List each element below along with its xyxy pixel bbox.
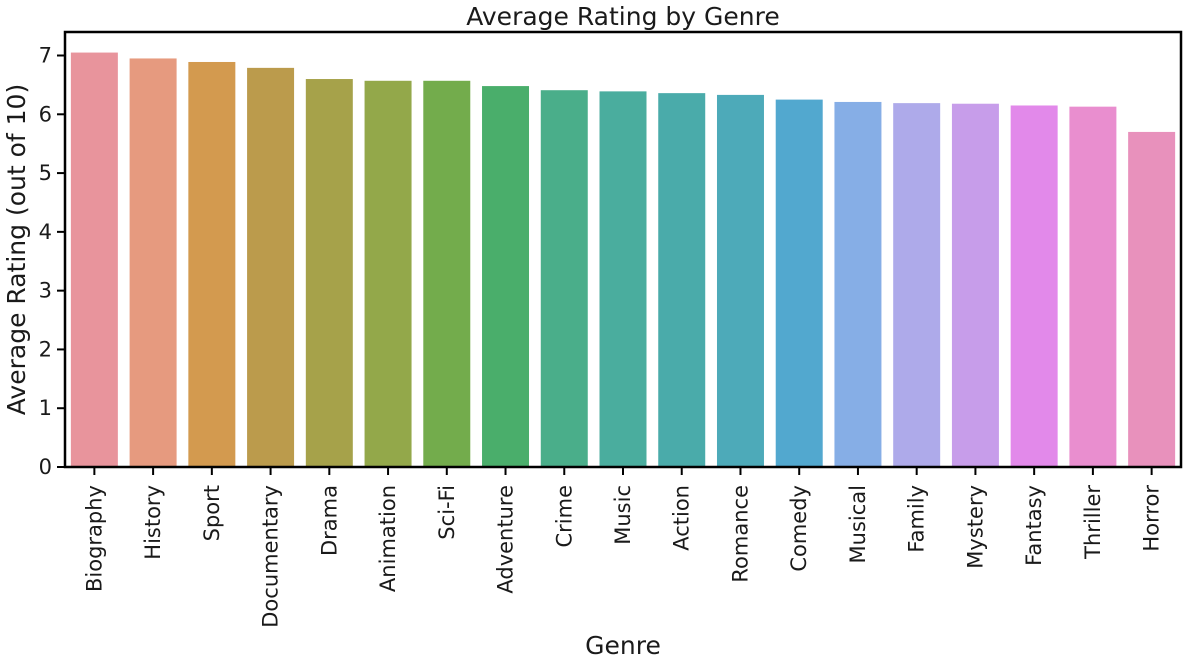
x-axis-label: Genre — [585, 631, 661, 660]
x-tick-label: History — [141, 485, 165, 560]
bar-musical — [834, 101, 882, 467]
bar-family — [893, 103, 941, 467]
bars-group — [70, 52, 1176, 468]
x-tick-label: Animation — [376, 485, 400, 592]
bar-drama — [305, 79, 353, 467]
x-tick-label: Romance — [728, 485, 752, 583]
y-tick-label: 6 — [39, 102, 52, 126]
x-axis-ticks: Biography History Sport Documentary Drama Ani… — [82, 467, 1164, 628]
bar-history — [129, 58, 177, 467]
x-tick-label: Comedy — [787, 485, 811, 572]
bar-documentary — [247, 67, 295, 468]
x-tick-label: Action — [670, 485, 694, 551]
x-tick-label: Drama — [317, 485, 341, 556]
x-tick-label: Horror — [1140, 485, 1164, 552]
bar-action — [658, 93, 706, 467]
bar-comedy — [775, 99, 823, 467]
chart-title: Average Rating by Genre — [466, 2, 779, 31]
x-tick-label: Family — [905, 485, 929, 553]
y-tick-label: 2 — [39, 337, 52, 361]
bar-biography — [70, 52, 118, 467]
x-tick-label: Music — [611, 485, 635, 545]
y-tick-label: 0 — [39, 455, 52, 479]
y-axis-label: Average Rating (out of 10) — [2, 84, 31, 415]
bar-animation — [364, 80, 412, 467]
x-tick-label: Biography — [82, 485, 106, 592]
x-tick-label: Mystery — [963, 485, 987, 569]
y-tick-label: 5 — [39, 161, 52, 185]
y-tick-label: 4 — [39, 220, 52, 244]
x-tick-label: Musical — [846, 485, 870, 563]
bar-thriller — [1069, 106, 1117, 467]
bar-music — [599, 91, 647, 468]
y-tick-label: 7 — [39, 44, 52, 68]
bar-sport — [188, 61, 236, 467]
bar-mystery — [951, 103, 999, 467]
x-tick-label: Crime — [552, 485, 576, 548]
bar-romance — [716, 94, 764, 468]
y-axis-ticks: 0 1 2 3 4 5 6 7 — [39, 44, 65, 479]
bar-crime — [540, 90, 588, 467]
x-tick-label: Thriller — [1081, 485, 1105, 560]
bar-horror — [1128, 131, 1176, 467]
x-tick-label: Adventure — [494, 485, 518, 594]
plot-frame — [63, 30, 1183, 469]
bar-fantasy — [1010, 105, 1058, 467]
bar-adventure — [482, 86, 530, 467]
x-tick-label: Sci-Fi — [435, 485, 459, 540]
x-tick-label: Fantasy — [1022, 485, 1046, 566]
x-tick-label: Sport — [200, 485, 224, 541]
y-tick-label: 3 — [39, 279, 52, 303]
y-tick-label: 1 — [39, 396, 52, 420]
x-tick-label: Documentary — [259, 485, 283, 628]
bar-sci-fi — [423, 80, 471, 467]
